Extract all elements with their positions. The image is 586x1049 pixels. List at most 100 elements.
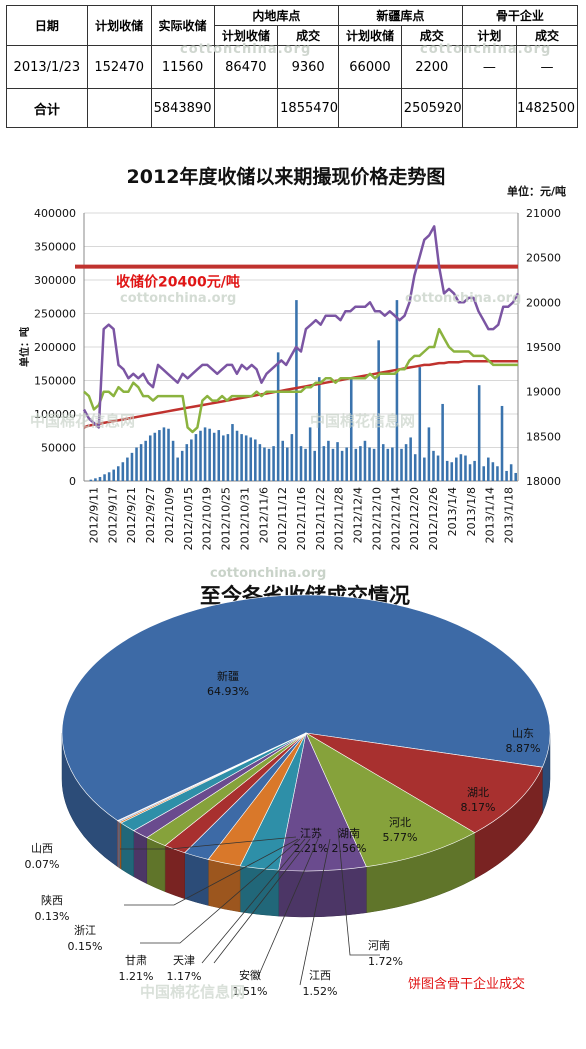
bar — [194, 434, 198, 481]
bar — [354, 448, 358, 481]
bar — [203, 427, 207, 481]
cell-total-xj-plan — [338, 88, 402, 128]
x-tick-label: 2012/12/26 — [427, 487, 440, 550]
bar — [336, 442, 339, 481]
x-tick-label: 2012/10/19 — [201, 487, 214, 550]
bar — [500, 405, 504, 481]
bar — [89, 479, 93, 481]
bar — [199, 430, 202, 481]
bar — [167, 428, 170, 481]
bar — [400, 448, 403, 481]
pie-label: 湖南 — [338, 827, 360, 840]
x-tick-label: 2012/12/14 — [389, 487, 402, 550]
cell-total-xj-deal: 2505920 — [400, 88, 463, 128]
bar — [322, 446, 326, 481]
bar — [290, 434, 294, 481]
bar — [226, 434, 230, 481]
pie-slice — [116, 732, 307, 822]
cell-xj-plan: 66000 — [338, 45, 402, 89]
bar — [455, 457, 458, 481]
pie-label: 天津 — [173, 954, 195, 967]
pie-leader-line — [337, 828, 380, 956]
bar — [263, 447, 266, 481]
y-tick-right: 19500 — [526, 341, 561, 354]
bar — [327, 440, 330, 481]
bar — [231, 424, 234, 481]
cell-total-bb-plan — [461, 88, 518, 128]
y-tick-right: 20000 — [526, 296, 561, 309]
bar — [212, 432, 216, 481]
bar — [445, 460, 449, 481]
pie-slice-side — [207, 859, 241, 913]
bar — [464, 455, 467, 481]
bar — [240, 434, 243, 481]
bar — [126, 457, 129, 481]
x-tick-label: 2012/11/28 — [333, 487, 346, 550]
watermark-cn: 中国棉花信息网 — [310, 412, 415, 430]
series-line-red — [83, 360, 518, 429]
pie-slice-side — [239, 865, 279, 917]
bar — [176, 457, 179, 481]
x-tick-label: 2013/1/4 — [446, 487, 459, 536]
bar — [349, 377, 353, 481]
x-tick-label: 2013/1/8 — [465, 487, 478, 536]
bar — [304, 448, 307, 481]
pie-slice — [305, 732, 476, 868]
pie-pct: 1.21% — [119, 970, 154, 983]
bar — [185, 444, 189, 481]
pie-note: 饼图含骨干企业成交 — [408, 976, 525, 992]
reference-price-label: 收储价20400元/吨 — [116, 274, 240, 291]
col-date: 日期 — [6, 5, 88, 46]
series-line-purple — [82, 225, 520, 429]
pie-pct: 8.87% — [506, 742, 541, 755]
bar — [98, 476, 102, 481]
pie-slice-side — [164, 845, 185, 900]
bar — [153, 432, 157, 481]
bar — [459, 454, 463, 481]
bar — [496, 466, 499, 481]
pie-leader-line — [120, 836, 297, 850]
cell-total-bb-deal: 1482500 — [516, 88, 578, 128]
pie-pct: 5.77% — [383, 831, 418, 844]
cell-date: 2013/1/23 — [6, 45, 88, 89]
bar — [514, 472, 517, 481]
bar — [139, 444, 143, 481]
pie-label: 安徽 — [239, 968, 261, 982]
bar — [103, 474, 106, 481]
watermark: cottonchina.org — [180, 42, 312, 57]
y-tick-left: 350000 — [34, 241, 76, 254]
summary-table: 日期 计划收储 实际收储 内地库点 新疆库点 骨干企业 计划收储 成交 计划收储… — [6, 5, 579, 128]
pie-leader-line — [213, 838, 311, 964]
x-tick-label: 2012/10/9 — [163, 487, 176, 543]
x-tick-label: 2012/11/12 — [276, 487, 289, 550]
pie-label: 江西 — [309, 969, 331, 982]
y-tick-right: 18000 — [526, 475, 561, 488]
bar — [116, 466, 120, 481]
bar — [487, 457, 490, 481]
pie-slice-side — [133, 830, 148, 884]
x-tick-label: 2013/1/18 — [503, 487, 516, 543]
bar — [94, 478, 97, 481]
bar — [368, 447, 371, 481]
bar — [107, 472, 111, 481]
y-tick-right: 20500 — [526, 252, 561, 265]
cell-total-inland-plan — [213, 88, 279, 128]
bar — [272, 446, 275, 481]
cell-total-inland-deal: 1855470 — [277, 88, 340, 128]
bar — [363, 440, 367, 481]
watermark: cottonchina.org — [405, 291, 521, 306]
x-tick-label: 2012/9/27 — [144, 487, 157, 543]
pie-pct: 2.21% — [294, 842, 329, 855]
pie-slice-side — [117, 820, 119, 868]
bar — [217, 430, 221, 481]
bar — [418, 367, 422, 481]
x-tick-label: 2012/10/25 — [220, 487, 233, 550]
y-tick-left: 50000 — [41, 442, 76, 455]
bar — [308, 427, 312, 481]
bar — [450, 462, 454, 481]
watermark: cottonchina.org — [210, 566, 326, 581]
bar — [190, 439, 193, 481]
cell-total-plan — [86, 88, 152, 128]
bar — [249, 437, 253, 481]
